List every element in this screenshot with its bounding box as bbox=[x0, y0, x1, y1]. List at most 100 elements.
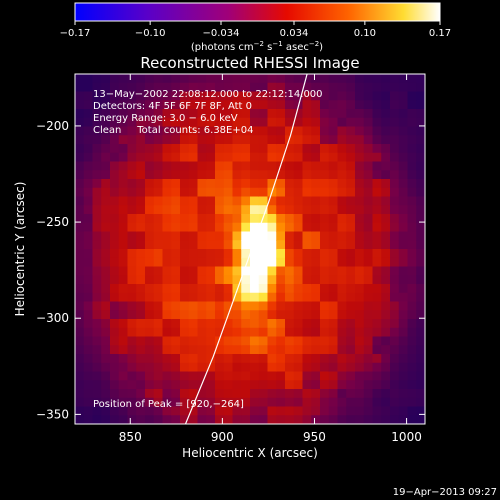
heatmap-cell bbox=[416, 135, 425, 145]
heatmap-cell bbox=[390, 222, 400, 233]
heatmap-cell bbox=[276, 362, 286, 373]
heatmap-cell bbox=[302, 144, 312, 154]
heatmap-cell bbox=[110, 292, 120, 303]
heatmap-cell bbox=[83, 196, 94, 206]
heatmap-cell bbox=[75, 161, 85, 171]
heatmap-cell bbox=[267, 389, 277, 399]
heatmap-cell bbox=[127, 345, 137, 355]
heatmap-cell bbox=[398, 187, 409, 198]
heatmap-cell bbox=[136, 292, 146, 303]
heatmap-cell bbox=[215, 179, 225, 189]
heatmap-cell bbox=[145, 327, 155, 338]
heatmap-cell bbox=[223, 187, 234, 198]
heatmap-cell bbox=[241, 415, 251, 424]
heatmap-cell bbox=[398, 161, 409, 171]
heatmap-cell bbox=[328, 406, 339, 416]
heatmap-cell bbox=[363, 187, 374, 198]
heatmap-cell bbox=[355, 144, 365, 154]
heatmap-cell bbox=[285, 327, 295, 338]
heatmap-cell bbox=[153, 380, 164, 390]
heatmap-cell bbox=[416, 362, 425, 373]
heatmap-cell bbox=[381, 301, 391, 311]
heatmap-cell bbox=[320, 415, 330, 424]
heatmap-cell bbox=[346, 100, 356, 110]
heatmap-cell bbox=[355, 117, 365, 128]
heatmap-cell bbox=[285, 109, 295, 119]
heatmap-cell bbox=[101, 161, 111, 171]
heatmap-cell bbox=[381, 257, 391, 268]
heatmap-cell bbox=[223, 354, 234, 364]
x-tick-label: 900 bbox=[211, 430, 234, 444]
heatmap-cell bbox=[250, 74, 260, 84]
heatmap-cell bbox=[250, 345, 260, 355]
heatmap-cell bbox=[127, 100, 137, 110]
heatmap-cell bbox=[92, 310, 102, 320]
heatmap-cell bbox=[328, 109, 339, 119]
heatmap-cell bbox=[250, 161, 260, 171]
heatmap-cell bbox=[153, 135, 164, 145]
heatmap-cell bbox=[381, 82, 391, 93]
heatmap-cell bbox=[346, 214, 356, 224]
heatmap-cell bbox=[381, 310, 391, 320]
heatmap-cell bbox=[311, 222, 321, 233]
heatmap-cell bbox=[346, 152, 356, 163]
heatmap-cell bbox=[267, 161, 277, 171]
heatmap-cell bbox=[398, 249, 409, 259]
heatmap-cell bbox=[92, 117, 102, 128]
heatmap-cell bbox=[267, 354, 277, 364]
heatmap-cell bbox=[390, 91, 400, 101]
heatmap-cell bbox=[110, 310, 120, 320]
heatmap-cell bbox=[136, 336, 146, 346]
heatmap-cell bbox=[293, 82, 304, 93]
heatmap-cell bbox=[337, 126, 347, 136]
heatmap-cell bbox=[328, 354, 339, 364]
heatmap-cell bbox=[320, 284, 330, 294]
heatmap-cell bbox=[363, 205, 374, 215]
heatmap-cell bbox=[215, 415, 225, 424]
heatmap-cell bbox=[258, 117, 269, 128]
heatmap-cell bbox=[223, 82, 234, 93]
heatmap-cell bbox=[285, 187, 295, 198]
heatmap-cell bbox=[363, 301, 374, 311]
heatmap-cell bbox=[311, 179, 321, 189]
heatmap-cell bbox=[337, 345, 347, 355]
heatmap-cell bbox=[267, 214, 277, 224]
heatmap-cell bbox=[136, 345, 146, 355]
heatmap-cell bbox=[302, 135, 312, 145]
heatmap-cell bbox=[232, 170, 242, 180]
heatmap-cell bbox=[127, 187, 137, 198]
heatmap-cell bbox=[232, 406, 242, 416]
heatmap-cell bbox=[258, 319, 269, 329]
heatmap-cell bbox=[276, 284, 286, 294]
heatmap-cell bbox=[153, 126, 164, 136]
heatmap-cell bbox=[390, 231, 400, 241]
heatmap-cell bbox=[390, 319, 400, 329]
heatmap-cell bbox=[398, 222, 409, 233]
heatmap-cell bbox=[416, 275, 425, 285]
heatmap-cell bbox=[92, 187, 102, 198]
heatmap-cell bbox=[267, 222, 277, 233]
heatmap-cell bbox=[267, 231, 277, 241]
heatmap-cell bbox=[153, 354, 164, 364]
heatmap-cell bbox=[320, 196, 330, 206]
heatmap-cell bbox=[127, 126, 137, 136]
heatmap-cell bbox=[153, 240, 164, 250]
heatmap-cell bbox=[145, 397, 155, 408]
heatmap-cell bbox=[232, 214, 242, 224]
heatmap-cell bbox=[197, 406, 207, 416]
heatmap-cell bbox=[311, 187, 321, 198]
heatmap-cell bbox=[302, 362, 312, 373]
heatmap-cell bbox=[311, 389, 321, 399]
heatmap-cell bbox=[337, 109, 347, 119]
heatmap-cell bbox=[83, 354, 94, 364]
heatmap-cell bbox=[188, 100, 199, 110]
heatmap-cell bbox=[250, 144, 260, 154]
colorbar: −0.17 −0.10 −0.034 0.034 0.10 0.17 (photons c… bbox=[60, 2, 451, 53]
heatmap-cell bbox=[101, 144, 111, 154]
heatmap-cell bbox=[276, 170, 286, 180]
heatmap-cell bbox=[223, 161, 234, 171]
heatmap-cell bbox=[180, 310, 190, 320]
heatmap-cell bbox=[276, 144, 286, 154]
heatmap-cell bbox=[390, 327, 400, 338]
heatmap-cell bbox=[241, 231, 251, 241]
